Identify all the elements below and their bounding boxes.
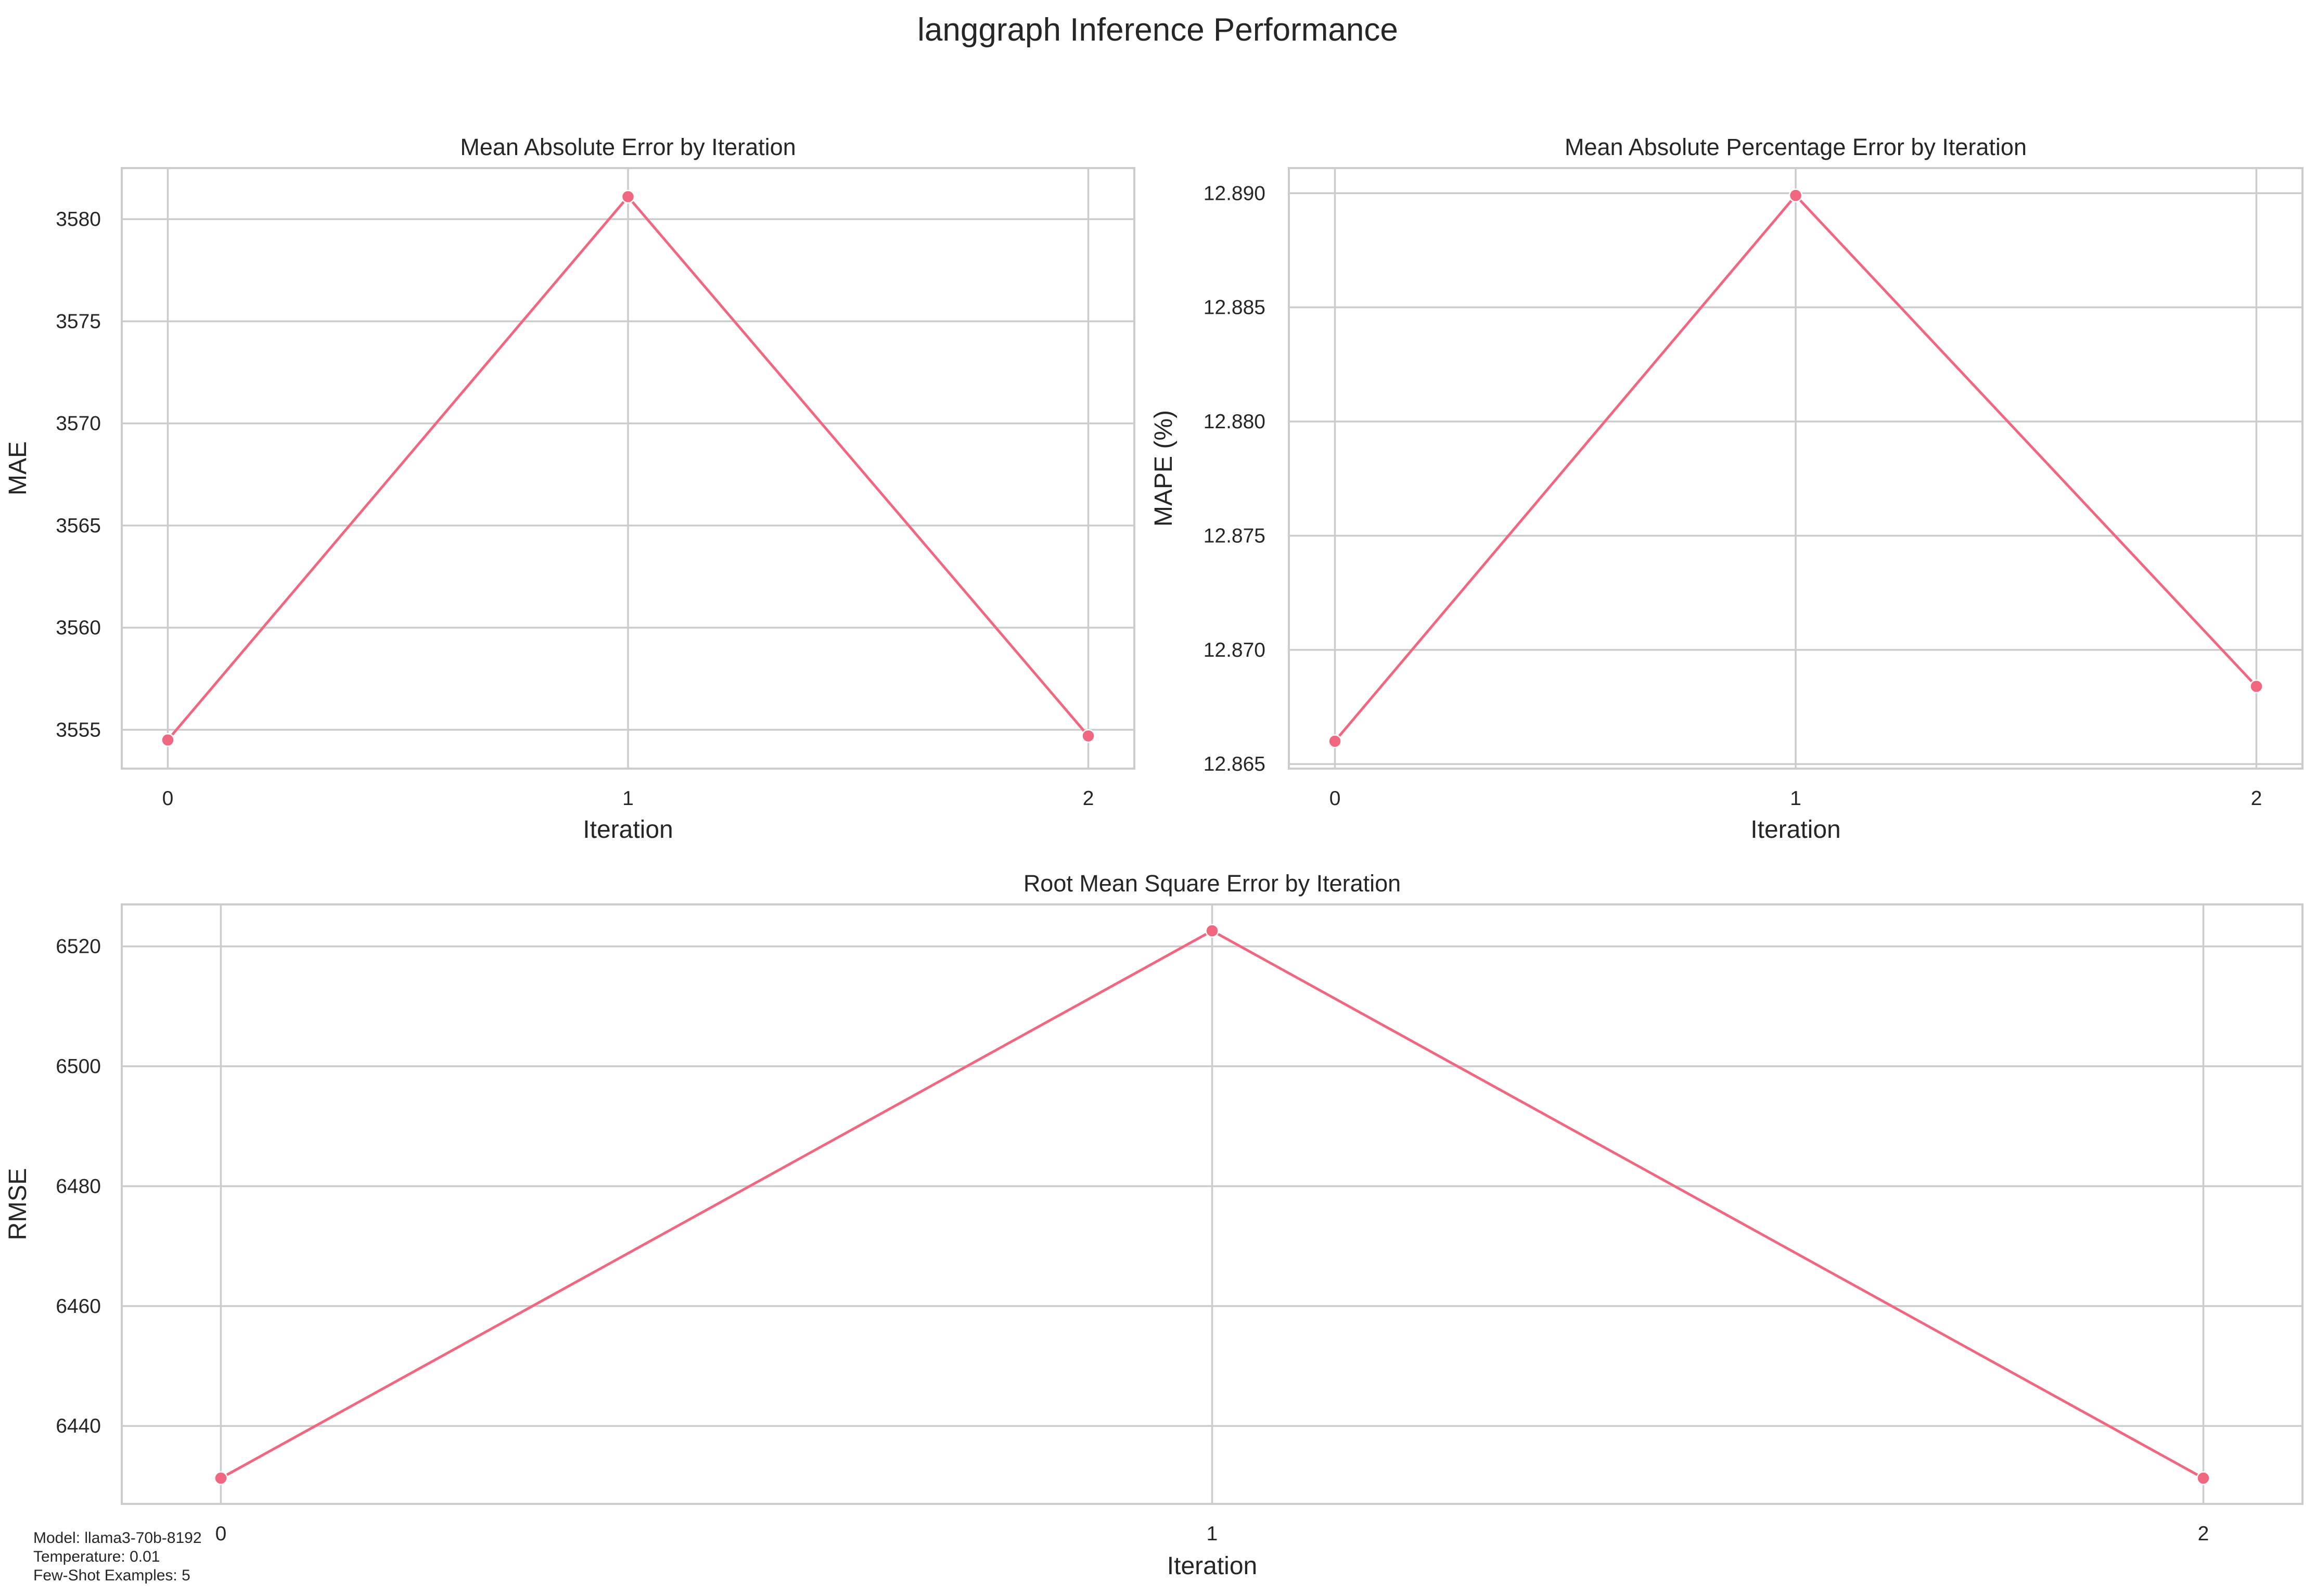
rmse-ytick-2: 6480 — [56, 1175, 101, 1197]
mape-plot-frame — [1288, 167, 2304, 770]
mae-ytick-5: 3580 — [56, 208, 101, 231]
mae-chart-title: Mean Absolute Error by Iteration — [460, 134, 796, 160]
rmse-point-1 — [1205, 924, 1219, 938]
mae-point-2 — [1081, 729, 1095, 743]
mae-point-0 — [161, 733, 175, 747]
rmse-ytick-0: 6440 — [56, 1415, 101, 1437]
rmse-point-2 — [2196, 1471, 2210, 1485]
mae-ytick-1: 3560 — [56, 617, 101, 639]
footnote-few-shot: Few-Shot Examples: 5 — [33, 1567, 190, 1584]
mae-ytick-2: 3565 — [56, 515, 101, 537]
mape-point-1 — [1788, 188, 1803, 202]
mape-chart-title: Mean Absolute Percentage Error by Iterat… — [1565, 134, 2027, 160]
mape-ytick-3: 12.880 — [1204, 411, 1265, 433]
mae-ytick-0: 3555 — [56, 719, 101, 741]
mape-xtick-1: 1 — [1790, 787, 1801, 810]
rmse-xtick-2: 2 — [2198, 1523, 2209, 1545]
rmse-x-axis-label: Iteration — [1167, 1552, 1257, 1580]
mape-x-axis-label: Iteration — [1750, 816, 1840, 844]
rmse-y-axis-label: RMSE — [4, 1168, 32, 1241]
figure-title: langgraph Inference Performance — [917, 12, 1398, 48]
mae-ytick-3: 3570 — [56, 413, 101, 435]
mape-chart: 12.865 12.870 12.875 12.880 12.885 12.890 0 1 2 M… — [1150, 134, 2304, 844]
mae-x-axis-label: Iteration — [583, 816, 673, 844]
mae-xtick-2: 2 — [1083, 787, 1094, 810]
mae-chart: 3555 3560 3565 3570 3575 3580 0 1 2 Mean Absolute… — [4, 134, 1135, 844]
mae-point-1 — [621, 189, 635, 204]
mape-ytick-0: 12.865 — [1204, 753, 1265, 775]
mae-xtick-0: 0 — [162, 787, 174, 810]
mae-xtick-1: 1 — [622, 787, 634, 810]
footnote: Model: llama3-70b-8192 Temperature: 0.01… — [33, 1529, 202, 1584]
rmse-chart: 6440 6460 6480 6500 6520 0 1 2 Root Mean Square … — [4, 870, 2304, 1580]
mape-point-2 — [2249, 679, 2263, 694]
mape-xtick-2: 2 — [2251, 787, 2262, 810]
mape-y-axis-label: MAPE (%) — [1150, 410, 1178, 527]
mape-ytick-1: 12.870 — [1204, 639, 1265, 661]
rmse-xtick-1: 1 — [1207, 1523, 1218, 1545]
footnote-temperature: Temperature: 0.01 — [33, 1548, 160, 1565]
rmse-ytick-4: 6520 — [56, 936, 101, 958]
rmse-xtick-0: 0 — [215, 1523, 227, 1545]
rmse-chart-title: Root Mean Square Error by Iteration — [1023, 870, 1401, 897]
footnote-model: Model: llama3-70b-8192 — [33, 1529, 202, 1547]
mape-ytick-5: 12.890 — [1204, 182, 1265, 205]
mape-point-0 — [1328, 734, 1342, 748]
mape-ytick-2: 12.875 — [1204, 525, 1265, 547]
mape-xtick-0: 0 — [1329, 787, 1341, 810]
rmse-plot-frame — [121, 903, 2304, 1505]
mae-ytick-4: 3575 — [56, 310, 101, 333]
mae-plot-frame — [121, 167, 1135, 770]
mae-y-axis-label: MAE — [4, 441, 32, 495]
rmse-ytick-1: 6460 — [56, 1295, 101, 1318]
rmse-ytick-3: 6500 — [56, 1055, 101, 1078]
rmse-point-0 — [214, 1471, 228, 1485]
mape-ytick-4: 12.885 — [1204, 297, 1265, 319]
